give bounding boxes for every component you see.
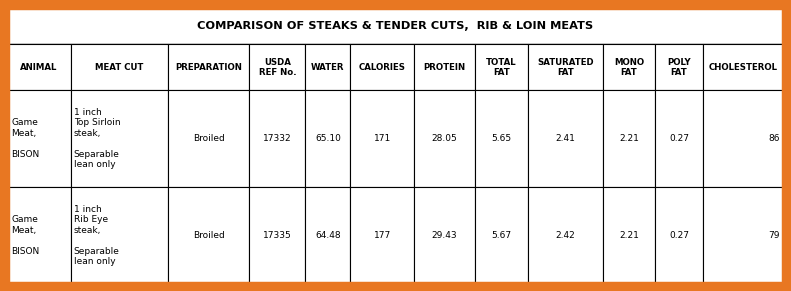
Text: MONO
FAT: MONO FAT [614, 58, 644, 77]
Bar [655, 45, 703, 90]
Bar [703, 187, 784, 284]
Text: 64.48: 64.48 [315, 231, 341, 240]
Bar [655, 90, 703, 187]
Bar [350, 187, 414, 284]
Bar [305, 45, 350, 90]
Text: 17335: 17335 [263, 231, 292, 240]
Text: 5.65: 5.65 [491, 134, 511, 143]
Bar [7, 7, 784, 45]
Bar [528, 45, 603, 90]
Text: 2.21: 2.21 [619, 134, 639, 143]
Text: Game
Meat,

BISON: Game Meat, BISON [11, 118, 40, 159]
Bar [414, 187, 475, 284]
Text: 0.27: 0.27 [669, 231, 689, 240]
Text: Broiled: Broiled [193, 134, 225, 143]
Text: 29.43: 29.43 [432, 231, 457, 240]
Text: 17332: 17332 [263, 134, 292, 143]
Text: CHOLESTEROL: CHOLESTEROL [709, 63, 778, 72]
Text: 1 inch
Top Sirloin
steak,

Separable
lean only: 1 inch Top Sirloin steak, Separable lean… [74, 108, 120, 169]
Bar [168, 90, 249, 187]
Bar [475, 45, 528, 90]
Text: ANIMAL: ANIMAL [20, 63, 58, 72]
Bar [603, 187, 655, 284]
Text: 79: 79 [769, 231, 780, 240]
Text: PROTEIN: PROTEIN [423, 63, 466, 72]
Text: POLY
FAT: POLY FAT [668, 58, 691, 77]
Bar [7, 45, 70, 90]
Bar [703, 45, 784, 90]
Text: 0.27: 0.27 [669, 134, 689, 143]
Bar [703, 90, 784, 187]
Bar [475, 90, 528, 187]
Text: 5.67: 5.67 [491, 231, 511, 240]
Bar [603, 45, 655, 90]
Text: 2.42: 2.42 [555, 231, 575, 240]
Text: 65.10: 65.10 [315, 134, 341, 143]
Text: SATURATED
FAT: SATURATED FAT [537, 58, 593, 77]
Bar [70, 45, 168, 90]
Bar [168, 187, 249, 284]
Bar [7, 90, 70, 187]
Text: Game
Meat,

BISON: Game Meat, BISON [11, 215, 40, 255]
Bar [168, 45, 249, 90]
Text: 2.41: 2.41 [555, 134, 575, 143]
Text: 2.21: 2.21 [619, 231, 639, 240]
Text: 171: 171 [373, 134, 391, 143]
Bar [249, 90, 305, 187]
Bar [70, 90, 168, 187]
Text: PREPARATION: PREPARATION [175, 63, 242, 72]
Text: 177: 177 [373, 231, 391, 240]
Bar [603, 90, 655, 187]
Bar [350, 90, 414, 187]
Bar [655, 187, 703, 284]
Bar [528, 187, 603, 284]
Text: MEAT CUT: MEAT CUT [95, 63, 143, 72]
Bar [70, 187, 168, 284]
Bar [249, 187, 305, 284]
Bar [305, 90, 350, 187]
Bar [305, 187, 350, 284]
Text: WATER: WATER [311, 63, 345, 72]
Text: USDA
REF No.: USDA REF No. [259, 58, 296, 77]
Text: COMPARISON OF STEAKS & TENDER CUTS,  RIB & LOIN MEATS: COMPARISON OF STEAKS & TENDER CUTS, RIB … [198, 21, 593, 31]
Bar [414, 45, 475, 90]
Bar [7, 187, 70, 284]
Text: TOTAL
FAT: TOTAL FAT [486, 58, 517, 77]
Bar [475, 187, 528, 284]
Bar [528, 90, 603, 187]
Text: 1 inch
Rib Eye
steak,

Separable
lean only: 1 inch Rib Eye steak, Separable lean onl… [74, 205, 119, 266]
Text: 86: 86 [769, 134, 780, 143]
Bar [414, 90, 475, 187]
Bar [249, 45, 305, 90]
Bar [350, 45, 414, 90]
Text: CALORIES: CALORIES [359, 63, 406, 72]
Text: Broiled: Broiled [193, 231, 225, 240]
Text: 28.05: 28.05 [432, 134, 457, 143]
